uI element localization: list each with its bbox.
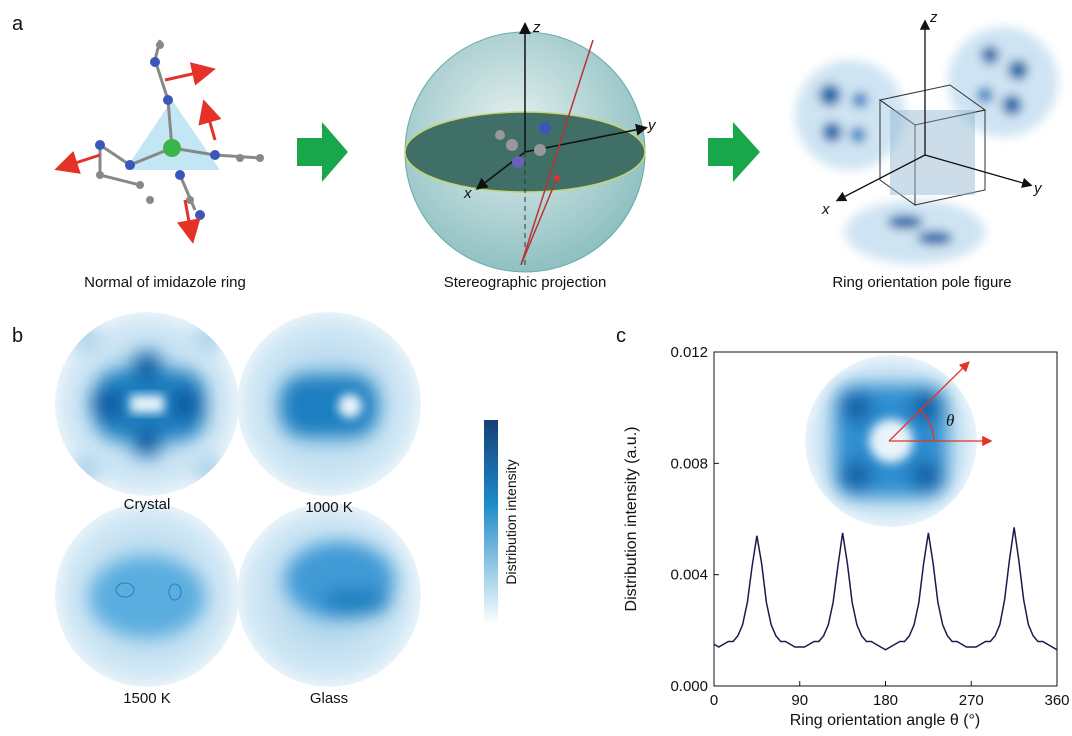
caption: Ring orientation pole figure — [832, 274, 1011, 291]
figure: a z y x z y x Normal of imidazole ring S… — [0, 0, 1072, 736]
panel-label: b — [12, 325, 23, 347]
angle-symbol: θ — [946, 411, 954, 430]
x-tick-label: 270 — [959, 692, 984, 709]
metal-atom — [163, 139, 181, 157]
pole-map — [55, 312, 239, 496]
x-tick-label: 0 — [710, 692, 718, 709]
x-tick-label: 90 — [791, 692, 808, 709]
map-label: 1000 K — [305, 499, 353, 516]
axis-letter: z — [532, 19, 541, 36]
colorbar — [484, 420, 498, 625]
axis-letter: y — [1033, 180, 1043, 197]
pole-map — [55, 503, 239, 687]
x-tick-label: 180 — [873, 692, 898, 709]
y-tick-label: 0.012 — [670, 344, 708, 361]
y-axis-label: Distribution intensity (a.u.) — [623, 427, 640, 612]
map-label: Glass — [310, 690, 348, 707]
framework-atoms — [890, 110, 975, 195]
map-label: Crystal — [124, 496, 171, 513]
flow-arrow — [297, 122, 348, 182]
projection-point — [554, 175, 560, 181]
x-tick-label: 360 — [1044, 692, 1069, 709]
axis-letter: z — [929, 9, 938, 26]
caption: Normal of imidazole ring — [84, 274, 246, 291]
map-label: 1500 K — [123, 690, 171, 707]
panel-a: a z y x z y x Normal of imidazole ring S… — [12, 9, 1058, 291]
axis-letter: y — [647, 117, 657, 134]
pole-map — [237, 312, 421, 496]
data-line — [714, 527, 1057, 649]
panel-c: c θ Ring orientation angle θ (°) Distrib… — [616, 325, 1070, 729]
y-tick-label: 0.004 — [670, 567, 708, 584]
axis-letter: x — [463, 185, 472, 202]
pole-map — [237, 503, 421, 687]
panel-label: c — [616, 325, 626, 347]
panel-b: b Crystal 1000 K 1500 K Glass Distributi… — [12, 312, 519, 707]
caption: Stereographic projection — [444, 274, 607, 291]
axis-letter: x — [821, 201, 830, 218]
flow-arrow — [708, 122, 760, 182]
y-tick-label: 0.008 — [670, 455, 708, 472]
x-axis-label: Ring orientation angle θ (°) — [790, 712, 981, 729]
panel-label: a — [12, 13, 24, 35]
y-tick-label: 0.000 — [670, 678, 708, 695]
colorbar-label: Distribution intensity — [503, 459, 519, 584]
